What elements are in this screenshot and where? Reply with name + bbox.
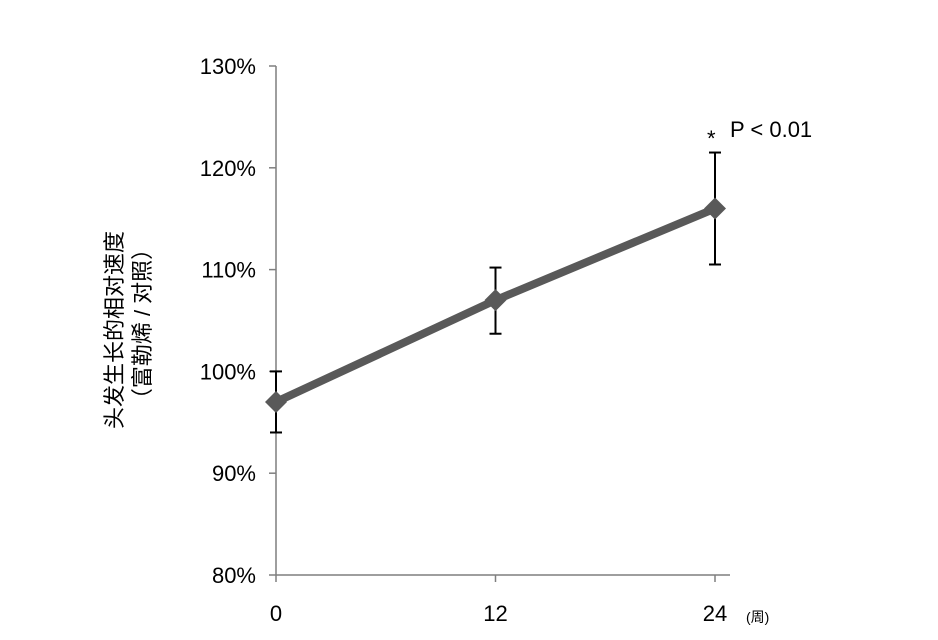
y-tick-label: 130% bbox=[200, 54, 256, 79]
data-point-marker bbox=[484, 289, 507, 312]
chart-axes bbox=[275, 66, 730, 576]
y-tick-label: 90% bbox=[212, 461, 256, 486]
data-point-marker bbox=[704, 197, 726, 220]
significance-label: P < 0.01 bbox=[730, 117, 812, 142]
y-axis-label-line1: 头发生长的相对速度 bbox=[102, 231, 127, 429]
chart-ticks: 80% 90% 100% 110% 120% 130% 0 12 24 bbox=[200, 54, 728, 626]
chart-labels: 头发生长的相对速度 （富勒烯 / 对照） (周) * P < 0.01 bbox=[102, 117, 812, 625]
series-group bbox=[265, 197, 726, 413]
y-tick-label: 120% bbox=[200, 156, 256, 181]
x-tick-label: 12 bbox=[483, 601, 507, 626]
significance-star: * bbox=[707, 126, 716, 151]
data-point-marker bbox=[265, 390, 287, 413]
x-tick-label: 0 bbox=[270, 601, 282, 626]
y-tick-label: 100% bbox=[200, 359, 256, 384]
x-axis-unit-label: (周) bbox=[746, 609, 769, 625]
y-tick-label: 80% bbox=[212, 563, 256, 588]
x-tick-label: 24 bbox=[703, 601, 727, 626]
y-tick-label: 110% bbox=[201, 258, 256, 283]
y-axis-label-line2: （富勒烯 / 对照） bbox=[130, 238, 155, 410]
